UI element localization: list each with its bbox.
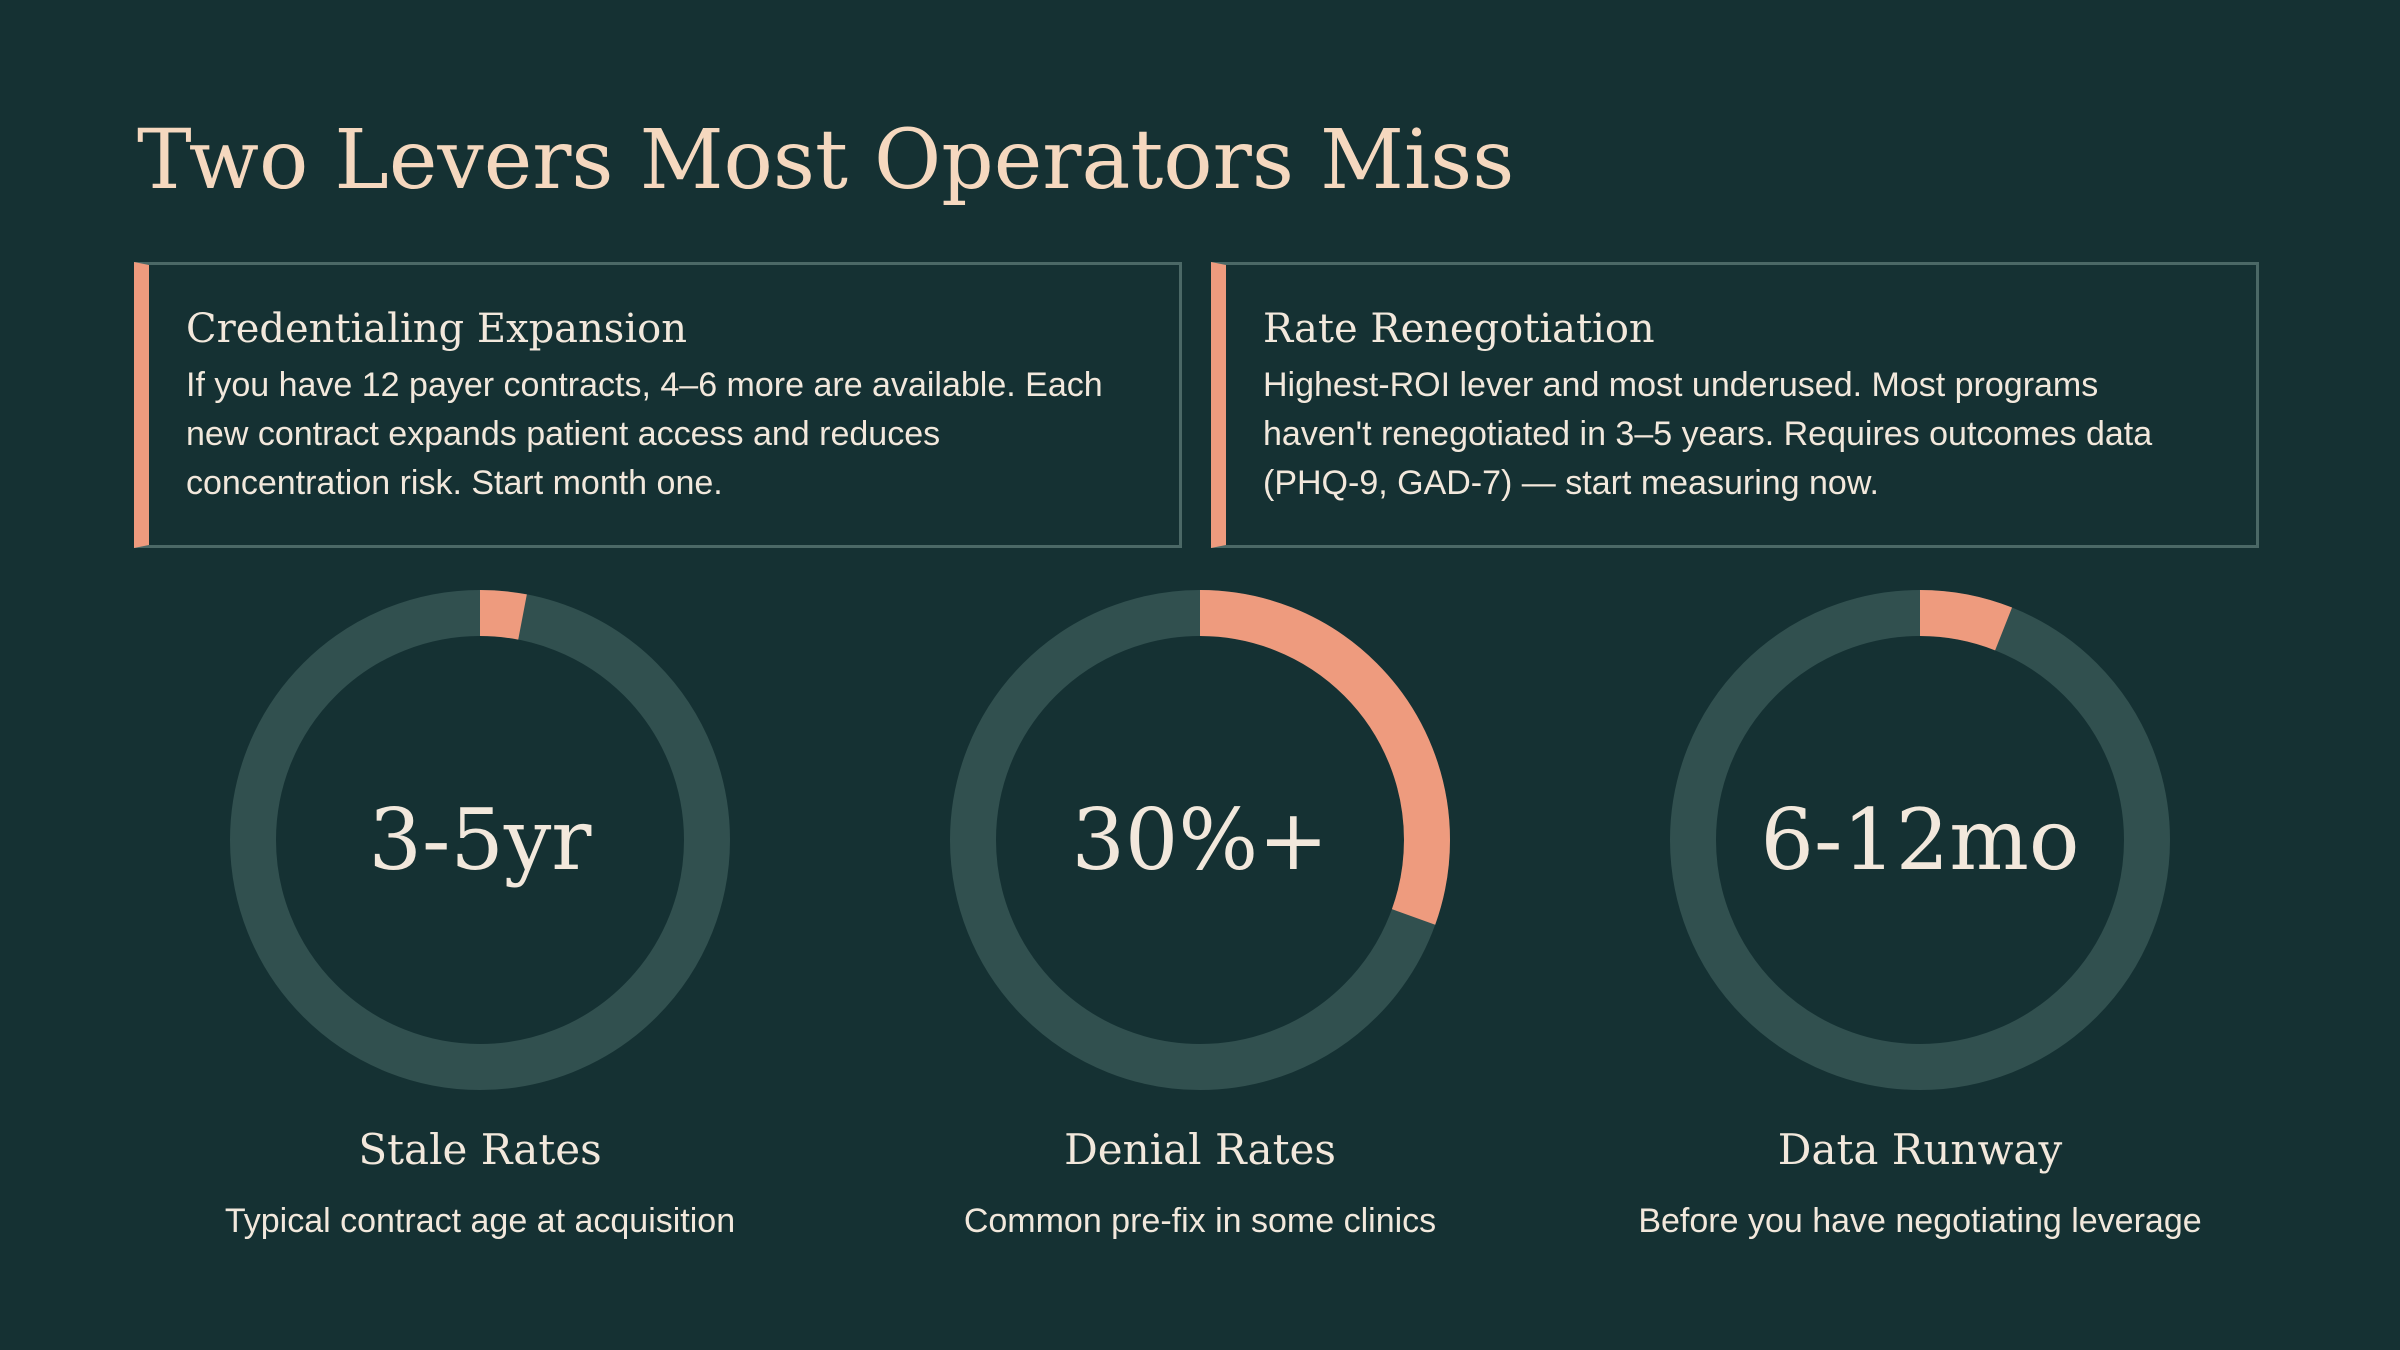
denial-rates-sublabel: Common pre-fix in some clinics	[963, 1202, 1437, 1240]
page-title: Two Levers Most Operators Miss	[137, 113, 1515, 208]
data-runway-gauge: 6-12mo	[1670, 590, 2170, 1090]
stale-rates-value: 3-5yr	[368, 791, 592, 889]
denial-rates-gauge: 30%+	[950, 590, 1450, 1090]
rate-renegotiation-card: Rate Renegotiation Highest-ROI lever and…	[1211, 262, 2259, 548]
data-runway-ring-fill	[1670, 590, 2170, 1090]
stale-rates-label: Stale Rates	[358, 1125, 602, 1174]
data-runway-sublabel: Before you have negotiating leverage	[1638, 1202, 2202, 1240]
data-runway-ring	[1670, 590, 2170, 1090]
credentialing-card: Credentialing Expansion If you have 12 p…	[134, 262, 1182, 548]
rate-renegotiation-card-heading: Rate Renegotiation	[1263, 306, 1655, 352]
stale-rates-ring	[230, 590, 730, 1090]
denial-rates-ring	[950, 590, 1450, 1090]
denial-rates-label: Denial Rates	[1064, 1125, 1336, 1174]
stale-rates-ring-fill	[230, 590, 730, 1090]
stale-rates-gauge: 3-5yr	[230, 590, 730, 1090]
data-runway-label: Data Runway	[1777, 1125, 2063, 1174]
denial-rates-ring-fill	[950, 590, 1450, 1090]
rate-renegotiation-card-body: Highest-ROI lever and most underused. Mo…	[1263, 366, 2153, 502]
stale-rates-sublabel: Typical contract age at acquisition	[224, 1202, 736, 1240]
denial-rates-value: 30%+	[1071, 791, 1329, 889]
data-runway-value: 6-12mo	[1760, 791, 2080, 889]
credentialing-card-heading: Credentialing Expansion	[186, 306, 687, 352]
credentialing-card-body: If you have 12 payer contracts, 4–6 more…	[186, 366, 1103, 502]
